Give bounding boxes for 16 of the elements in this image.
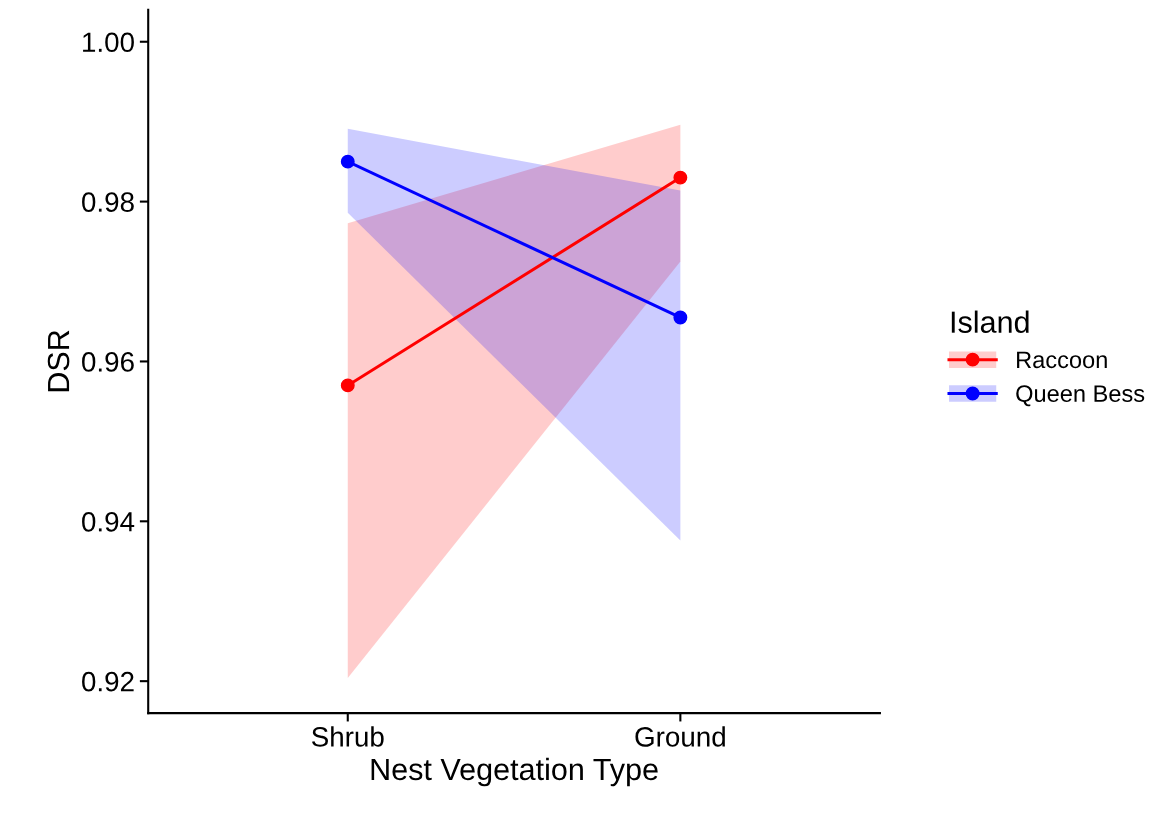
y-tick-label: 0.98 [82,192,134,212]
point [340,378,355,393]
x-tick-label: Shrub [311,726,384,747]
point [340,154,355,169]
y-tick-label: 0.92 [82,671,134,692]
y-tick-label: 0.94 [82,511,135,532]
y-axis-title: DSR [47,330,70,392]
point [673,170,688,185]
y-tick-label: 0.96 [82,352,134,372]
legend-label: Raccoon [1017,351,1107,369]
y-tick-label: 1.00 [83,32,134,53]
legend-title: Island [951,310,1029,333]
x-axis-title: Nest Vegetation Type [371,757,658,787]
point [673,310,688,325]
x-tick-label: Ground [635,726,725,747]
legend-label: Queen Bess [1016,385,1145,407]
